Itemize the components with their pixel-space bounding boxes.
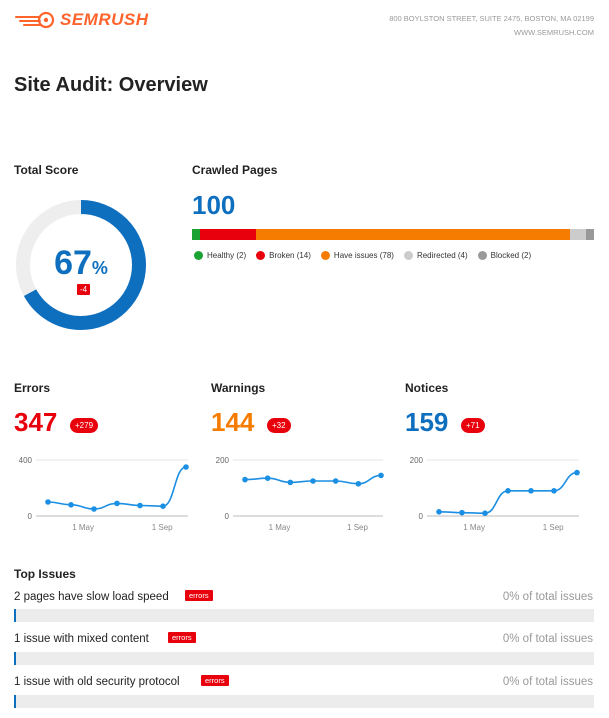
data-point <box>332 478 339 484</box>
legend-item: Broken (14) <box>256 251 311 260</box>
issue-percentage: 0% of total issues <box>502 633 593 645</box>
data-point <box>574 469 580 476</box>
crawl-segment-blocked <box>585 229 594 240</box>
crawled-pages-label: Crawled Pages <box>192 163 278 177</box>
legend-label: Blocked (2) <box>490 251 532 260</box>
errors-count: 347 <box>14 407 58 437</box>
issue-title[interactable]: 1 issue with old security protocol <box>14 676 180 688</box>
data-point <box>310 478 316 484</box>
score-donut-chart <box>16 200 146 330</box>
legend-label: Broken (14) <box>269 251 311 260</box>
issue-title[interactable]: 1 issue with mixed content <box>14 633 149 645</box>
score-delta-badge: -4 <box>77 284 91 295</box>
crawl-segment-redirected <box>569 229 586 240</box>
data-point <box>242 476 248 483</box>
issue-progress-bar <box>14 652 594 665</box>
score-unit: % <box>91 258 108 278</box>
y-tick-label: 400 <box>19 456 33 465</box>
crawled-pages-legend: Healthy (2) Broken (14) Have issues (78) Re… <box>194 251 531 260</box>
warnings-count: 144 <box>211 407 255 437</box>
data-point <box>482 510 488 516</box>
data-point <box>114 500 120 507</box>
issue-category-tag: errors <box>185 590 213 601</box>
crawled-pages-total: 100 <box>192 190 236 220</box>
notices-delta-badge: +71 <box>461 418 485 433</box>
legend-item: Redirected (4) <box>403 251 468 260</box>
page-title: Site Audit: Overview <box>14 74 208 96</box>
data-point <box>91 506 97 512</box>
y-tick-label: 200 <box>216 456 230 465</box>
issue-progress-fill <box>14 695 16 708</box>
legend-dot-icon <box>320 251 330 260</box>
data-point <box>137 502 143 509</box>
data-point <box>528 488 534 494</box>
legend-label: Redirected (4) <box>416 251 468 260</box>
x-tick-label: 1 Sep <box>543 523 564 532</box>
data-point <box>45 499 51 505</box>
score-value: 67% <box>14 244 148 283</box>
brand-name: SEMRUSH <box>60 10 149 29</box>
x-tick-label: 1 May <box>463 523 485 532</box>
data-point <box>183 464 189 470</box>
data-point <box>459 509 465 516</box>
legend-item: Healthy (2) <box>194 251 246 260</box>
y-tick-label: 0 <box>419 512 424 521</box>
errors-delta-badge: +279 <box>70 418 99 433</box>
crawl-segment-broken <box>200 229 257 240</box>
legend-dot-icon <box>477 251 487 260</box>
data-point <box>505 488 511 494</box>
data-point <box>378 472 384 479</box>
warnings-trend-chart: 200 0 1 May 1 Sep <box>216 456 384 532</box>
data-point <box>287 479 294 486</box>
issue-percentage: 0% of total issues <box>502 676 593 688</box>
issue-percentage: 0% of total issues <box>502 591 593 603</box>
y-tick-label: 0 <box>28 512 33 521</box>
data-point <box>68 502 74 508</box>
data-point <box>355 481 362 487</box>
y-tick-label: 200 <box>410 456 424 465</box>
x-tick-label: 1 Sep <box>347 523 368 532</box>
legend-label: Have issues (78) <box>333 251 394 260</box>
issue-category-tag: errors <box>168 632 196 643</box>
notices-count: 159 <box>405 407 449 437</box>
issue-progress-bar <box>14 609 594 622</box>
notices-trend-chart: 200 0 1 May 1 Sep <box>410 456 580 532</box>
errors-trend-chart: 400 0 1 May 1 Sep <box>19 456 189 532</box>
top-issues-label: Top Issues <box>14 567 76 581</box>
semrush-logo: SEMRUSH <box>14 10 149 30</box>
crawl-segment-have-issues <box>256 229 570 240</box>
issue-progress-fill <box>14 609 16 622</box>
legend-dot-icon <box>194 251 203 260</box>
company-address: 800 BOYLSTON STREET, SUITE 2475, BOSTON,… <box>389 12 594 40</box>
errors-label: Errors <box>14 381 51 395</box>
legend-dot-icon <box>403 251 413 260</box>
total-score-label: Total Score <box>14 163 79 177</box>
data-point <box>436 509 442 515</box>
issue-progress-fill <box>14 652 16 665</box>
legend-item: Blocked (2) <box>477 251 532 260</box>
warnings-delta-badge: +32 <box>267 418 291 433</box>
data-point <box>160 503 166 509</box>
website-link[interactable]: WWW.SEMRUSH.COM <box>514 28 594 37</box>
issue-progress-bar <box>14 695 594 708</box>
address-line: 800 BOYLSTON STREET, SUITE 2475, BOSTON,… <box>389 14 594 23</box>
notices-label: Notices <box>405 381 449 395</box>
legend-label: Healthy (2) <box>207 251 247 260</box>
score-number: 67 <box>54 244 92 282</box>
warnings-label: Warnings <box>211 381 266 395</box>
y-tick-label: 0 <box>225 512 230 521</box>
x-tick-label: 1 May <box>269 523 291 532</box>
issue-title[interactable]: 2 pages have slow load speed <box>14 591 169 603</box>
data-point <box>264 475 271 481</box>
crawl-segment-healthy <box>192 229 201 240</box>
crawled-pages-bar <box>192 229 594 240</box>
legend-item: Have issues (78) <box>320 251 394 260</box>
fire-logo-icon <box>15 11 55 29</box>
issue-category-tag: errors <box>201 675 229 686</box>
donut-score-arc <box>16 200 146 330</box>
x-tick-label: 1 Sep <box>152 523 173 532</box>
data-point <box>551 488 557 494</box>
x-tick-label: 1 May <box>72 523 94 532</box>
legend-dot-icon <box>256 251 266 260</box>
